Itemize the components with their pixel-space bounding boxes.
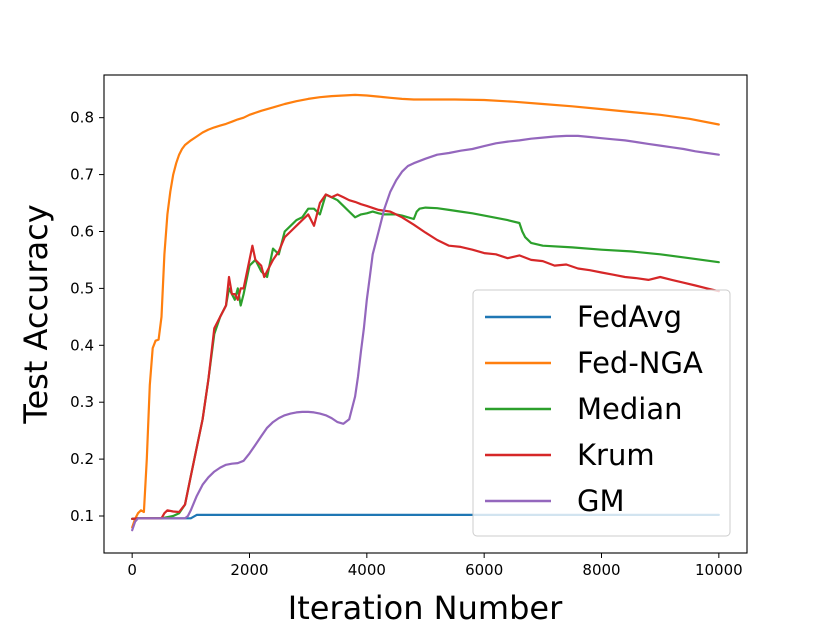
x-tick-label: 2000: [230, 561, 268, 579]
x-axis-label: Iteration Number: [288, 589, 563, 623]
y-tick-label: 0.8: [70, 109, 94, 127]
x-axis-ticks: 0 2000 4000 6000 8000 10000: [127, 553, 743, 579]
legend-label-fedavg: FedAvg: [577, 300, 682, 334]
y-tick-label: 0.3: [70, 393, 94, 411]
series-line-gm: [131, 134, 720, 532]
y-tick-label: 0.2: [70, 450, 94, 468]
axes-frame: [103, 74, 748, 554]
series-layer: [131, 93, 720, 532]
y-tick-label: 0.4: [70, 336, 94, 354]
legend-label-fed-nga: Fed-NGA: [577, 346, 703, 380]
y-tick-label: 0.6: [70, 222, 94, 240]
x-tick-label: 6000: [465, 561, 503, 579]
legend-label-krum: Krum: [577, 438, 655, 472]
series-line-krum: [131, 193, 720, 521]
legend-label-median: Median: [577, 392, 682, 426]
y-axis-ticks: 0.1 0.2 0.3 0.4 0.5 0.6 0.7 0.8: [70, 109, 104, 525]
x-tick-label: 8000: [582, 561, 620, 579]
x-tick-label: 10000: [695, 561, 743, 579]
y-tick-label: 0.1: [70, 507, 94, 525]
legend-box: [472, 289, 731, 537]
legend-label-gm: GM: [577, 484, 625, 518]
y-tick-label: 0.5: [70, 279, 94, 297]
x-tick-label: 0: [127, 561, 137, 579]
legend: FedAvg Fed-NGA Median Krum GM: [472, 289, 731, 537]
y-tick-label: 0.7: [70, 166, 94, 184]
y-axis-label: Test Accuracy: [17, 204, 55, 424]
series-line-fed-nga: [131, 93, 720, 529]
x-tick-label: 4000: [348, 561, 386, 579]
